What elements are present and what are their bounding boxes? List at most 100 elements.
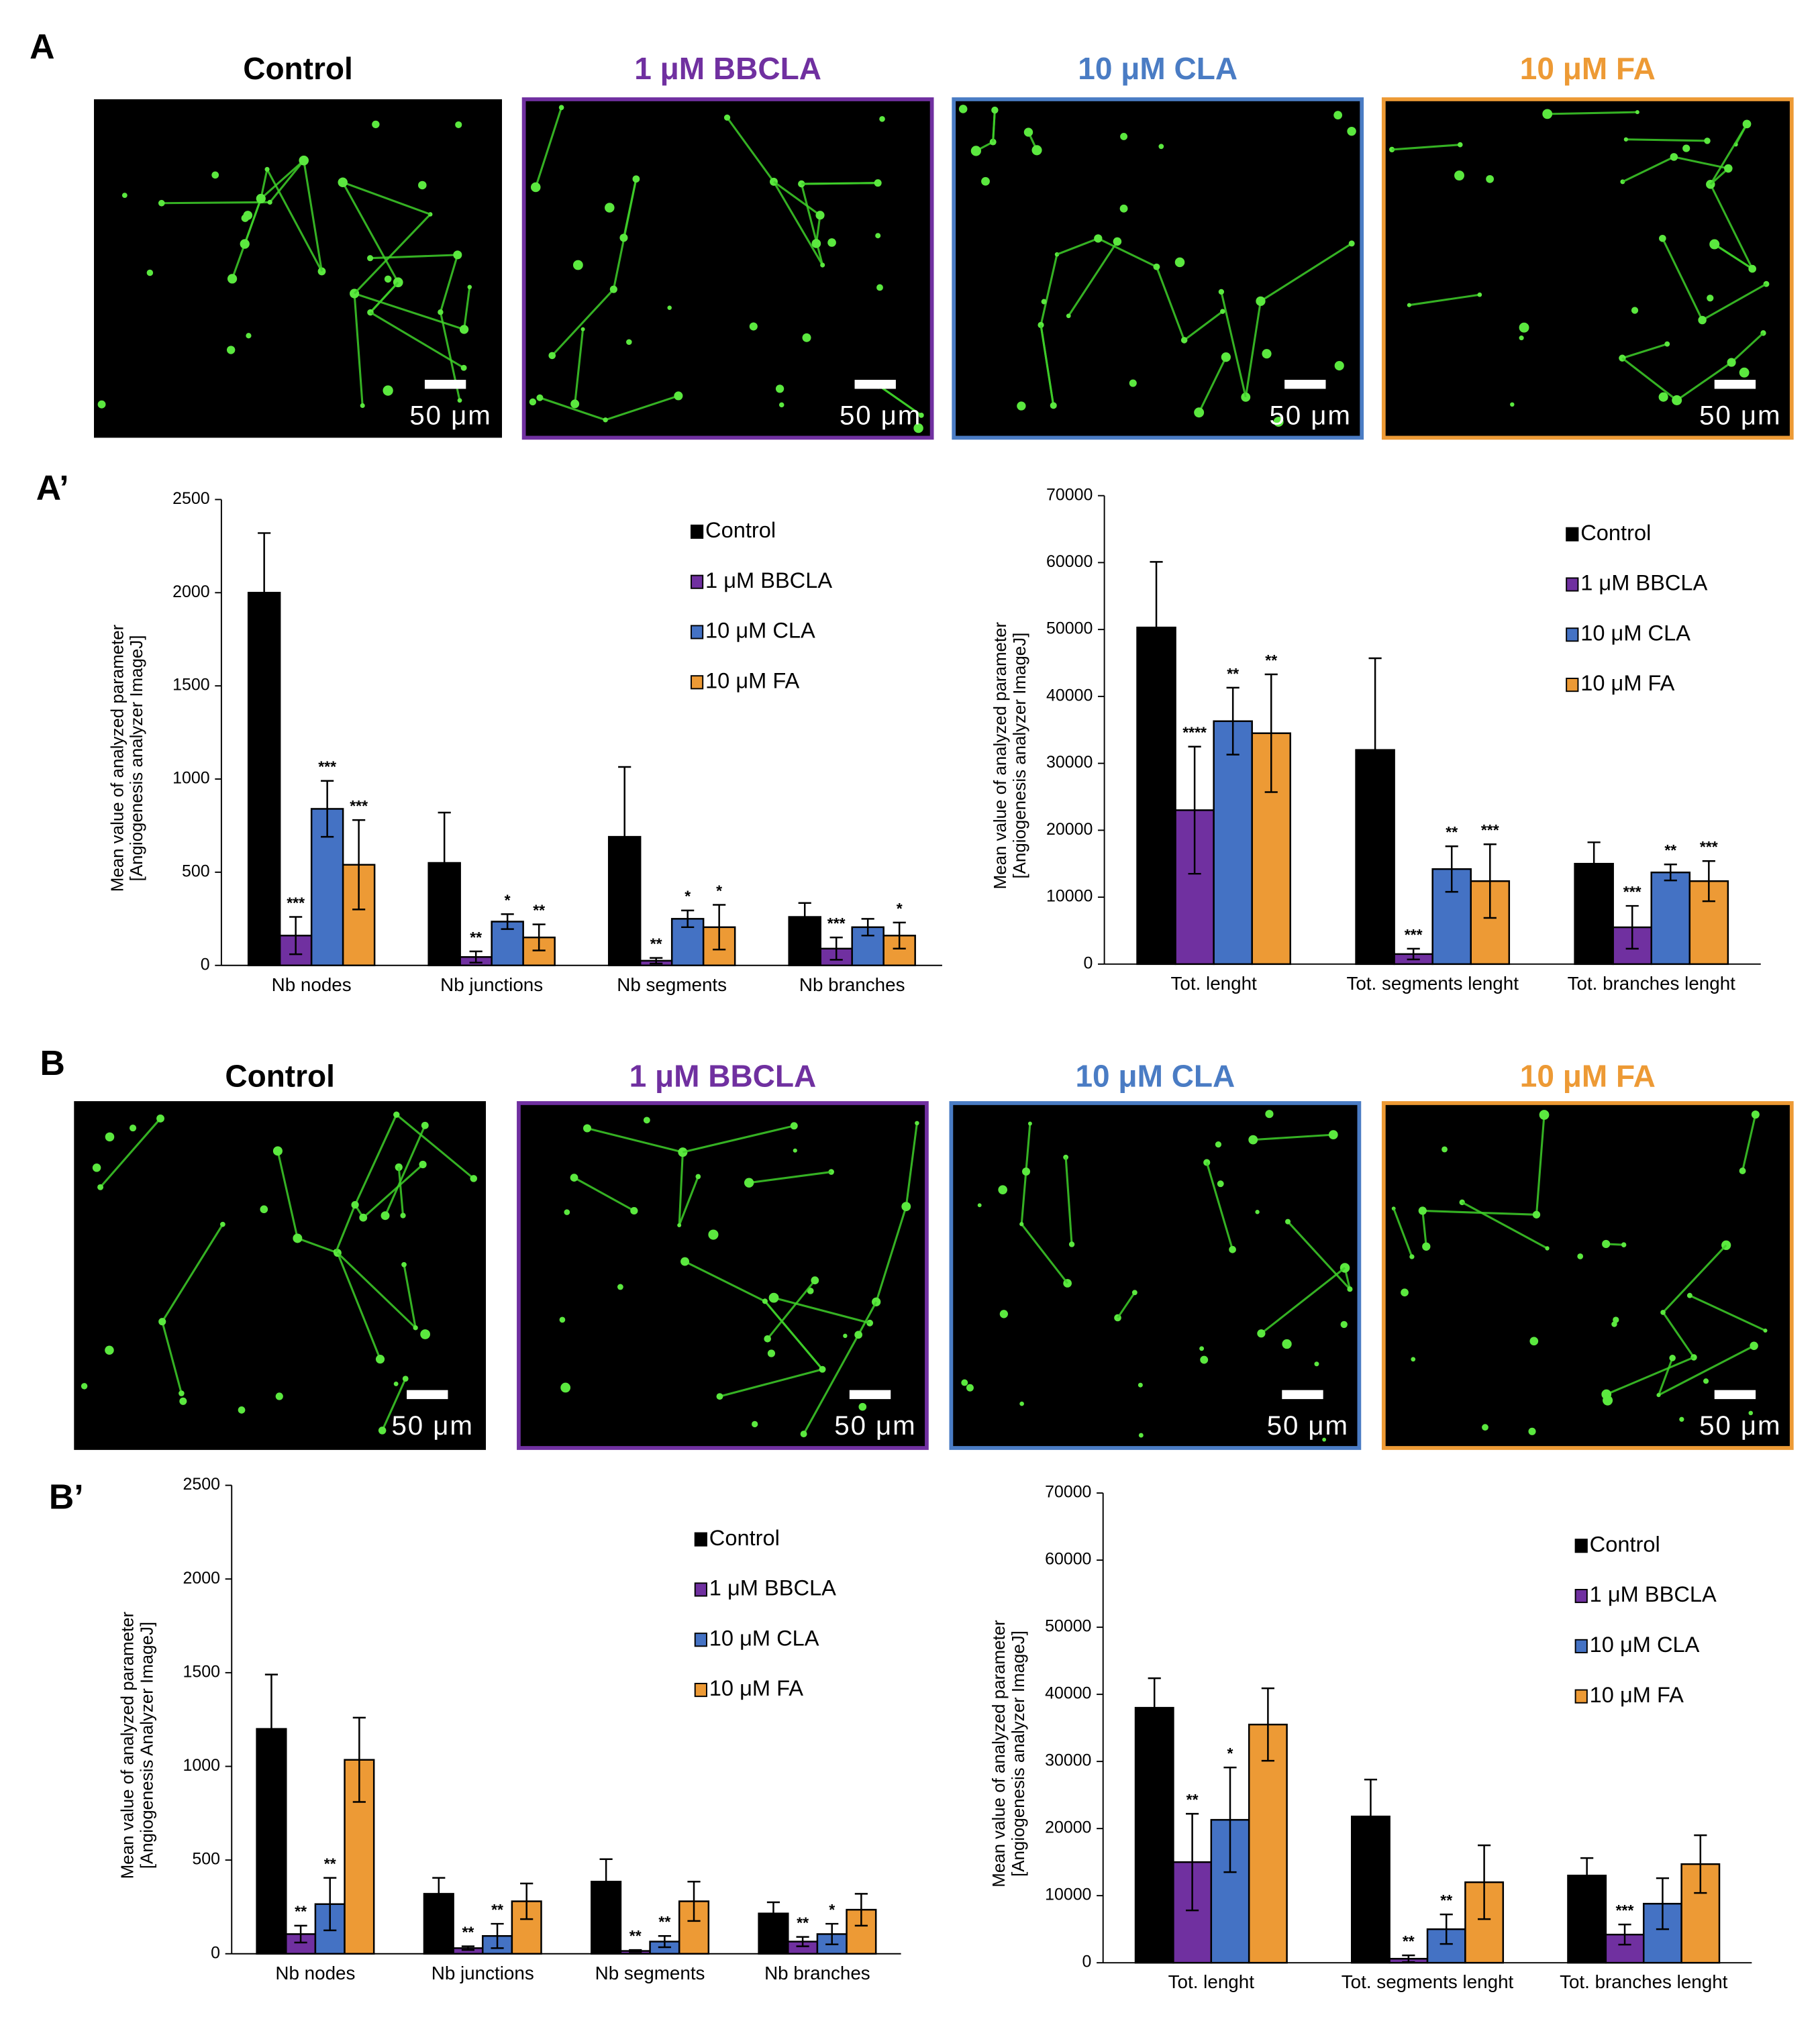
legend-label: 10 μM CLA xyxy=(709,1625,819,1650)
legend-swatch xyxy=(1574,1539,1588,1553)
cell-cluster xyxy=(1273,417,1284,427)
error-bar xyxy=(1483,843,1497,919)
image-title: Control xyxy=(243,51,353,86)
legend-swatch xyxy=(694,1532,707,1547)
x-tick-label: Tot. lenght xyxy=(1168,1971,1255,1992)
panel-letter: A xyxy=(30,27,54,66)
cell-cluster xyxy=(815,211,825,220)
y-tick-label: 10000 xyxy=(1046,887,1093,906)
cell-cluster xyxy=(1669,1355,1676,1361)
network-branch xyxy=(1253,1133,1333,1141)
error-bar xyxy=(1702,860,1715,902)
cell-cluster xyxy=(1174,257,1185,268)
error-bar xyxy=(1261,1687,1274,1762)
cell-cluster xyxy=(1019,1401,1024,1406)
network-branch xyxy=(463,287,471,330)
network-branch xyxy=(801,182,878,185)
y-tick-label: 0 xyxy=(1083,953,1093,972)
cell-cluster xyxy=(605,203,615,213)
cell-cluster xyxy=(381,1211,390,1221)
panel-letter: A’ xyxy=(36,468,69,507)
scale-label: 50 μm xyxy=(840,400,921,430)
y-tick-label: 20000 xyxy=(1046,820,1093,839)
y-tick-label: 30000 xyxy=(1046,753,1093,772)
scale-bar xyxy=(424,380,466,389)
y-tick-label: 1000 xyxy=(172,769,209,788)
cell-cluster xyxy=(790,1122,798,1130)
cell-network xyxy=(559,1117,919,1438)
cell-cluster xyxy=(802,333,811,342)
cell-cluster xyxy=(874,179,882,187)
y-axis-label: [Angiogenesis Analyzer ImageJ] xyxy=(138,1622,156,1869)
legend-label: 10 μM FA xyxy=(1590,1682,1684,1707)
cell-cluster xyxy=(1528,1427,1536,1435)
cell-cluster xyxy=(674,391,683,401)
significance: ** xyxy=(1227,665,1239,682)
x-tick-label: Nb nodes xyxy=(275,1963,355,1983)
cell-cluster xyxy=(564,1209,570,1215)
cell-cluster xyxy=(105,1132,115,1142)
cell-cluster xyxy=(293,1233,303,1243)
bar xyxy=(1134,1706,1174,1964)
error-bar xyxy=(825,1922,839,1946)
cell-cluster xyxy=(1750,1341,1758,1351)
cell-cluster xyxy=(1220,309,1225,314)
cell-cluster xyxy=(272,1146,283,1156)
significance: *** xyxy=(318,758,336,776)
network-branch xyxy=(276,1151,299,1239)
cell-cluster xyxy=(536,394,544,401)
cell-network xyxy=(529,105,924,433)
scale-bar xyxy=(854,380,896,389)
cell-cluster xyxy=(768,1292,779,1303)
cell-cluster xyxy=(438,309,444,315)
significance: * xyxy=(897,900,903,917)
cell-cluster xyxy=(843,1333,848,1339)
network-branch xyxy=(1198,356,1227,413)
cell-cluster xyxy=(384,275,392,283)
significance: ** xyxy=(1186,1791,1199,1808)
network-branch xyxy=(161,201,270,205)
y-axis-label: Mean value of analyzed parameter xyxy=(991,622,1010,890)
cell-cluster xyxy=(913,423,923,433)
network-branch xyxy=(1622,156,1675,183)
cell-cluster xyxy=(1153,263,1160,270)
cell-cluster xyxy=(1138,1382,1143,1388)
network-branch xyxy=(369,281,399,313)
network-branch xyxy=(353,213,432,295)
cell-cluster xyxy=(299,155,309,166)
cell-cluster xyxy=(961,1379,968,1386)
cell-cluster xyxy=(1340,1321,1348,1329)
panel-letter: B xyxy=(40,1043,64,1082)
network-branch xyxy=(397,1167,405,1216)
cell-cluster xyxy=(413,1325,418,1331)
cell-cluster xyxy=(1068,1241,1075,1247)
cell-cluster xyxy=(1401,1288,1409,1297)
significance: ** xyxy=(462,1923,474,1941)
y-tick-label: 0 xyxy=(1082,1953,1092,1971)
cell-cluster xyxy=(1703,1378,1709,1384)
cell-cluster xyxy=(238,1406,246,1414)
cell-cluster xyxy=(1727,358,1736,367)
cell-cluster xyxy=(999,1310,1009,1318)
network-branch xyxy=(1713,243,1754,270)
cell-cluster xyxy=(1739,1168,1746,1174)
cell-cluster xyxy=(1229,1245,1236,1253)
significance: * xyxy=(505,891,511,909)
cell-cluster xyxy=(708,1229,719,1240)
error-bar xyxy=(352,1716,366,1803)
network-branch xyxy=(362,1163,424,1219)
cell-cluster xyxy=(998,1185,1007,1194)
error-bar xyxy=(829,936,843,961)
error-bar xyxy=(1445,845,1458,893)
cell-cluster xyxy=(105,1345,114,1355)
network-branch xyxy=(684,1260,766,1302)
cell-cluster xyxy=(267,199,272,205)
network-branch xyxy=(336,1252,417,1329)
x-tick-label: Nb segments xyxy=(617,974,727,995)
image-title: 10 μM CLA xyxy=(1075,1059,1235,1094)
cell-cluster xyxy=(367,255,374,262)
cell-cluster xyxy=(421,1121,429,1129)
cell-cluster xyxy=(393,1111,400,1118)
cell-cluster xyxy=(1739,367,1750,378)
cell-cluster xyxy=(1217,1180,1224,1188)
